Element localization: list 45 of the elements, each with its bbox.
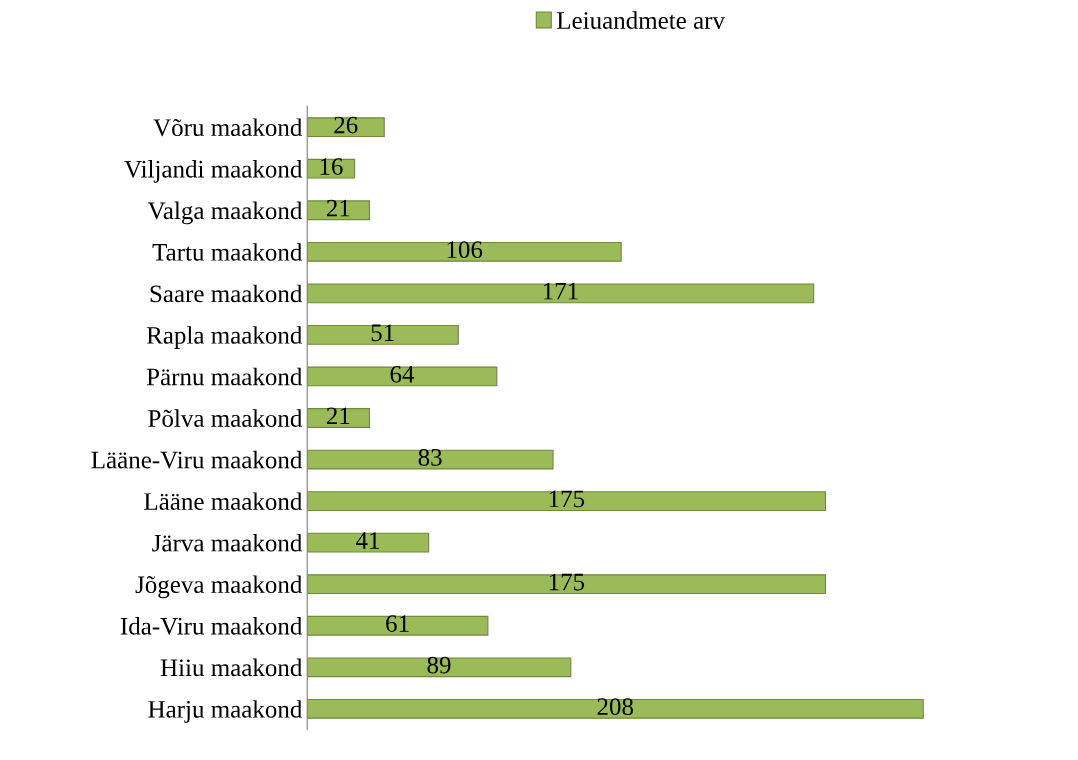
y-tick-label: Lääne-Viru maakond xyxy=(91,450,303,469)
bar xyxy=(307,200,370,221)
data-label: 83 xyxy=(418,448,442,466)
bar xyxy=(307,532,430,553)
legend-label: Leiuandmete arv xyxy=(557,11,725,29)
y-tick-label: Hiiu maakond xyxy=(160,658,303,677)
data-label: 26 xyxy=(334,116,358,134)
data-label: 89 xyxy=(427,656,451,674)
bar xyxy=(307,366,498,387)
y-tick-label: Pärnu maakond xyxy=(146,367,303,386)
data-label: 41 xyxy=(355,532,379,549)
data-label: 64 xyxy=(390,365,415,383)
bar xyxy=(307,657,572,678)
data-label: 208 xyxy=(597,698,634,716)
data-label: 51 xyxy=(371,324,394,342)
data-label: 106 xyxy=(447,241,483,259)
bar xyxy=(307,615,489,636)
y-tick-label: Tartu maakond xyxy=(152,243,303,261)
y-tick-label: Jõgeva maakond xyxy=(135,575,303,599)
y-tick-label: Viljandi maakond xyxy=(124,160,303,183)
data-label: 175 xyxy=(549,573,585,591)
bar xyxy=(307,491,827,511)
data-label: 171 xyxy=(543,282,578,300)
bar xyxy=(307,449,554,470)
bar xyxy=(307,117,385,138)
y-tick-label: Lääne maakond xyxy=(144,492,303,511)
y-tick-label: Võru maakond xyxy=(153,118,303,137)
data-label: 61 xyxy=(386,615,409,632)
y-tick-label: Ida-Viru maakond xyxy=(120,617,303,635)
data-label: 21 xyxy=(326,407,350,425)
y-tick-label: Põlva maakond xyxy=(148,409,303,427)
bar xyxy=(307,241,622,262)
bar xyxy=(307,283,815,304)
data-label: 21 xyxy=(326,199,350,217)
bar xyxy=(307,325,459,345)
data-label: 16 xyxy=(320,158,343,175)
bar xyxy=(307,698,924,719)
bar xyxy=(307,574,827,595)
y-tick-label: Saare maakond xyxy=(150,284,303,303)
y-tick-label: Rapla maakond xyxy=(146,326,303,349)
y-tick-label: Järva maakond xyxy=(152,533,303,552)
data-label: 175 xyxy=(549,490,585,508)
y-tick-label: Harju maakond xyxy=(148,700,303,723)
y-tick-label: Valga maakond xyxy=(147,201,303,225)
bar xyxy=(307,408,370,428)
